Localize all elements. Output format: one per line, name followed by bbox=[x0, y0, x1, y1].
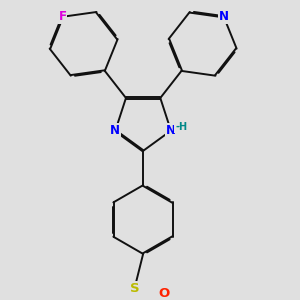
Text: O: O bbox=[158, 287, 169, 300]
Text: S: S bbox=[130, 282, 140, 295]
Text: N: N bbox=[219, 10, 229, 23]
Text: N: N bbox=[166, 124, 176, 137]
Text: F: F bbox=[58, 10, 67, 23]
Text: N: N bbox=[110, 124, 120, 137]
Text: -H: -H bbox=[175, 122, 187, 132]
